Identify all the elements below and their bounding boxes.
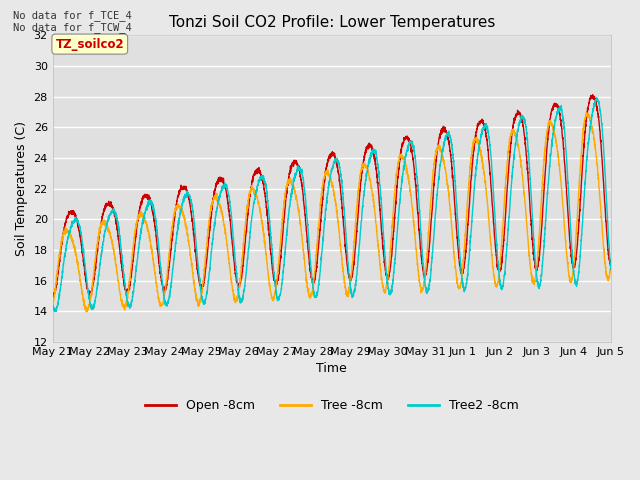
Y-axis label: Soil Temperatures (C): Soil Temperatures (C) <box>15 121 28 256</box>
Title: Tonzi Soil CO2 Profile: Lower Temperatures: Tonzi Soil CO2 Profile: Lower Temperatur… <box>169 15 495 30</box>
Text: TZ_soilco2: TZ_soilco2 <box>56 37 124 50</box>
Legend: Open -8cm, Tree -8cm, Tree2 -8cm: Open -8cm, Tree -8cm, Tree2 -8cm <box>140 394 524 417</box>
X-axis label: Time: Time <box>316 362 348 375</box>
Text: No data for f_TCE_4
No data for f_TCW_4: No data for f_TCE_4 No data for f_TCW_4 <box>13 10 132 33</box>
